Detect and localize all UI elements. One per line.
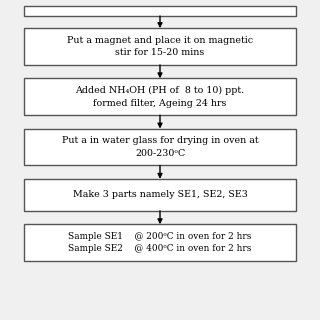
- FancyBboxPatch shape: [24, 28, 296, 65]
- Text: Added NH₄OH (PH of  8 to 10) ppt.
formed filter, Ageing 24 hrs: Added NH₄OH (PH of 8 to 10) ppt. formed …: [76, 86, 244, 108]
- FancyBboxPatch shape: [24, 129, 296, 165]
- FancyBboxPatch shape: [24, 224, 296, 261]
- Text: Make 3 parts namely SE1, SE2, SE3: Make 3 parts namely SE1, SE2, SE3: [73, 190, 247, 199]
- FancyBboxPatch shape: [24, 78, 296, 115]
- FancyBboxPatch shape: [24, 6, 296, 16]
- Text: Sample SE1    @ 200ᵒC in oven for 2 hrs
Sample SE2    @ 400ᵒC in oven for 2 hrs: Sample SE1 @ 200ᵒC in oven for 2 hrs Sam…: [68, 232, 252, 253]
- Text: Put a magnet and place it on magnetic
stir for 15-20 mins: Put a magnet and place it on magnetic st…: [67, 36, 253, 57]
- FancyBboxPatch shape: [24, 179, 296, 211]
- Text: Put a in water glass for drying in oven at
200-230ᵒC: Put a in water glass for drying in oven …: [62, 136, 258, 158]
